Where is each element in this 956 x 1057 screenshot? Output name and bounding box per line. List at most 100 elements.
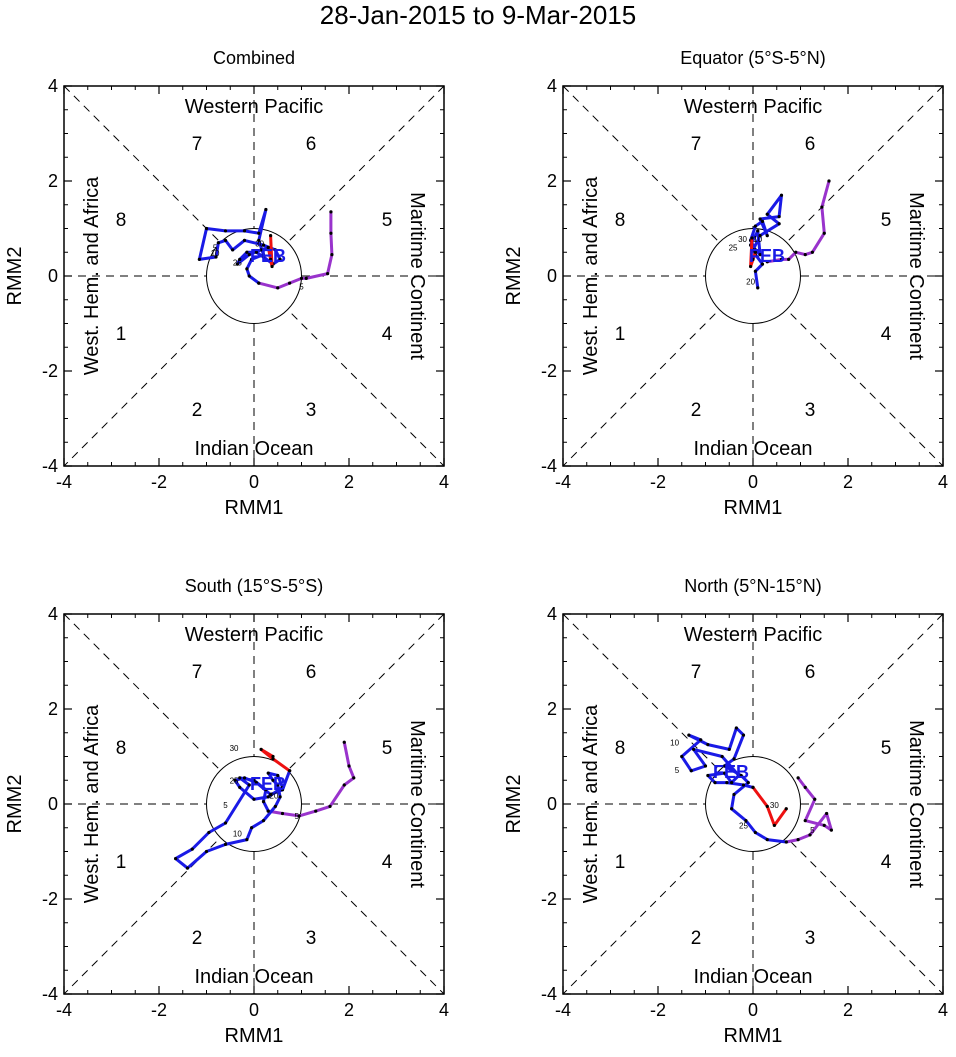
day-marker xyxy=(765,838,769,842)
phase-label: 3 xyxy=(805,400,816,421)
y-tick-label: -2 xyxy=(42,361,58,381)
day-marker xyxy=(264,788,268,792)
day-marker xyxy=(278,795,282,799)
day-label: 25 xyxy=(230,776,239,785)
day-marker xyxy=(273,248,277,252)
day-marker xyxy=(245,838,249,842)
day-marker xyxy=(706,743,710,747)
day-marker xyxy=(753,830,757,835)
day-marker xyxy=(772,823,776,827)
day-marker xyxy=(273,804,277,808)
day-marker xyxy=(699,738,703,742)
day-marker xyxy=(278,257,282,261)
day-label: 5 xyxy=(299,282,304,291)
y-tick-label: 0 xyxy=(48,266,58,286)
day-marker xyxy=(749,264,753,269)
y-tick-label: 4 xyxy=(547,604,557,624)
day-marker xyxy=(257,281,261,285)
month-label-feb: FEB xyxy=(250,774,286,794)
day-marker xyxy=(223,821,228,825)
day-marker xyxy=(174,857,178,861)
day-marker xyxy=(810,250,814,254)
day-marker xyxy=(280,811,285,816)
day-marker xyxy=(276,773,280,778)
day-marker xyxy=(223,229,228,233)
phase-label: 2 xyxy=(691,928,702,949)
y-axis-label: RMM2 xyxy=(4,775,26,834)
day-marker xyxy=(803,785,807,789)
region-label-left: West. Hem. and Africa xyxy=(580,176,602,375)
day-marker xyxy=(266,795,270,799)
x-axis-label: RMM1 xyxy=(225,497,284,519)
day-marker xyxy=(238,257,242,261)
y-axis-label: RMM2 xyxy=(4,247,26,306)
day-marker xyxy=(252,778,256,782)
y-tick-label: -2 xyxy=(541,889,557,909)
trajectory-mar xyxy=(266,234,274,268)
day-marker xyxy=(242,238,247,242)
x-tick-label: 4 xyxy=(938,472,948,492)
day-marker xyxy=(304,276,308,280)
day-marker xyxy=(190,847,194,851)
y-tick-label: 2 xyxy=(48,171,58,191)
x-tick-label: -2 xyxy=(151,472,167,492)
day-marker xyxy=(271,757,275,761)
x-tick-label: -2 xyxy=(151,1000,167,1020)
day-marker xyxy=(245,267,249,271)
day-marker xyxy=(829,828,833,832)
phase-label: 5 xyxy=(382,210,393,231)
day-label: 10 xyxy=(233,829,242,838)
phase-label: 8 xyxy=(615,738,626,759)
day-label: 10 xyxy=(211,249,220,258)
x-tick-label: -4 xyxy=(56,472,72,492)
day-marker xyxy=(288,281,292,285)
day-marker xyxy=(703,764,708,768)
day-marker xyxy=(204,226,209,231)
region-label-bottom: Indian Ocean xyxy=(694,438,813,460)
day-marker xyxy=(779,257,784,261)
x-tick-label: 2 xyxy=(843,472,853,492)
day-marker xyxy=(825,811,829,816)
day-marker xyxy=(827,179,831,183)
day-marker xyxy=(713,781,717,785)
day-marker xyxy=(270,264,274,269)
day-marker xyxy=(245,250,249,254)
day-label: 5 xyxy=(675,766,680,775)
region-label-right: Maritime Continent xyxy=(406,192,428,360)
day-marker xyxy=(197,257,201,261)
day-marker xyxy=(250,826,254,830)
day-marker xyxy=(727,747,731,751)
region-label-top: Western Pacific xyxy=(684,96,823,118)
y-tick-label: 2 xyxy=(547,699,557,719)
y-tick-label: -4 xyxy=(541,456,557,476)
x-tick-label: -4 xyxy=(56,1000,72,1020)
y-tick-label: 4 xyxy=(547,76,557,96)
day-marker xyxy=(822,823,826,827)
phase-label: 7 xyxy=(192,662,203,683)
y-tick-label: 2 xyxy=(48,699,58,719)
month-label-feb: FEB xyxy=(749,246,785,266)
day-marker xyxy=(269,792,273,797)
day-marker xyxy=(760,219,765,223)
day-marker xyxy=(732,792,736,797)
phase-label: 3 xyxy=(306,400,317,421)
day-label: 25 xyxy=(233,259,242,268)
x-tick-label: 0 xyxy=(748,1000,758,1020)
day-marker xyxy=(261,243,266,247)
panel-title: North (5°N-15°N) xyxy=(684,576,821,596)
trajectory-jan xyxy=(784,776,833,844)
day-label: 20 xyxy=(269,791,278,800)
day-marker xyxy=(750,236,754,240)
panel-title: South (15°S-5°S) xyxy=(185,576,323,596)
day-marker xyxy=(796,838,800,842)
day-marker xyxy=(330,253,334,257)
day-marker xyxy=(706,773,710,778)
day-marker xyxy=(720,754,724,759)
phase-label: 5 xyxy=(881,210,892,231)
region-label-bottom: Indian Ocean xyxy=(694,966,813,988)
y-tick-label: -4 xyxy=(42,456,58,476)
region-label-left: West. Hem. and Africa xyxy=(81,704,103,903)
day-marker xyxy=(784,840,788,844)
phase-label: 5 xyxy=(881,738,892,759)
